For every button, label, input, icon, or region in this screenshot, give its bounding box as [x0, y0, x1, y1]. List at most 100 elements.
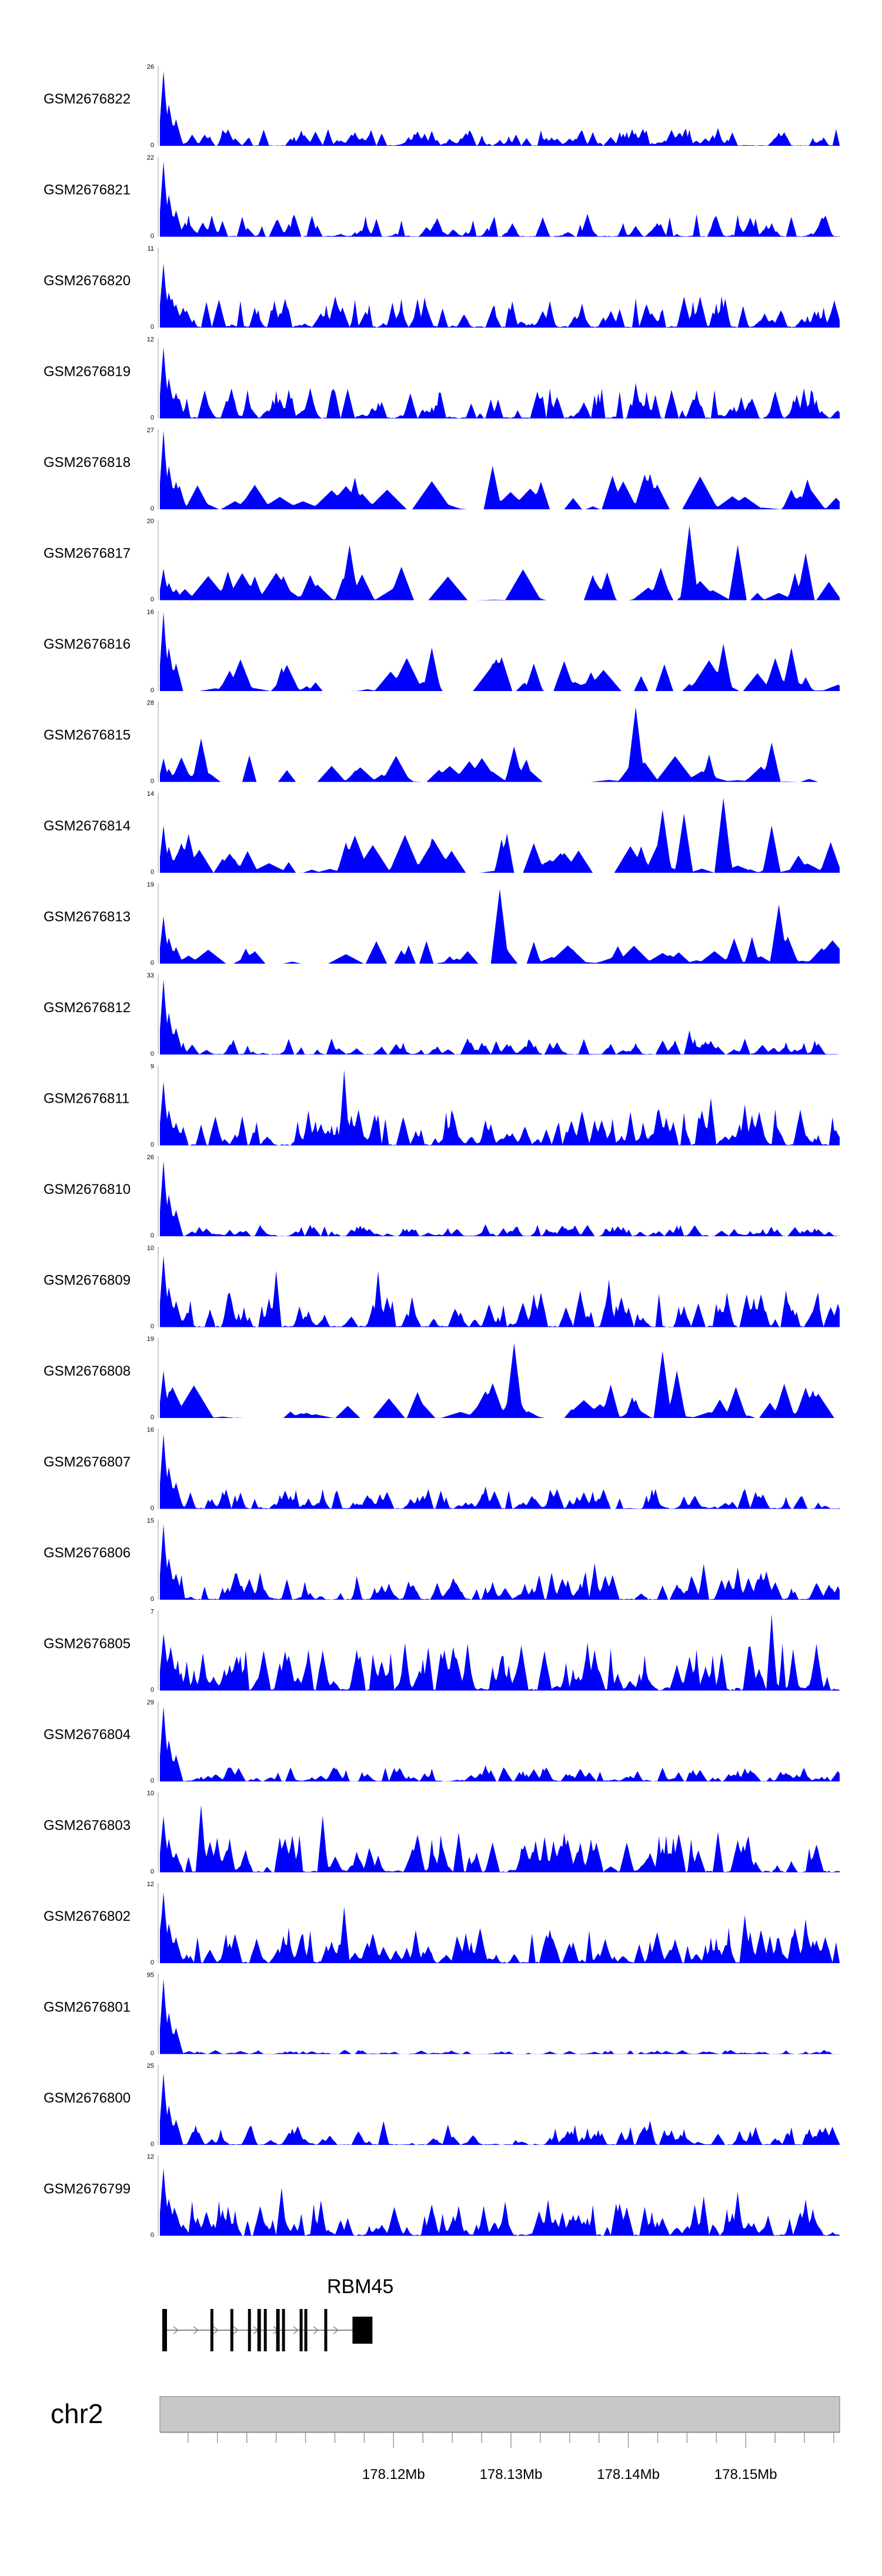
track-ymin-label: 0	[151, 1959, 154, 1966]
coverage-area	[160, 431, 840, 509]
track-ymax-label: 9	[151, 1063, 154, 1070]
track-ymax-label: 33	[147, 972, 154, 979]
track-ymin-label: 0	[151, 323, 154, 331]
track-ymin-label: 0	[151, 960, 154, 967]
chromosome-bar	[159, 2396, 840, 2432]
track-label: GSM2676815	[44, 728, 131, 743]
track-GSM2676812: GSM2676812 33 0	[44, 972, 840, 1057]
coverage-area	[160, 347, 840, 419]
track-ymin-label: 0	[151, 2232, 154, 2239]
strand-arrow	[193, 2326, 199, 2334]
track-ymax-label: 29	[147, 1699, 154, 1706]
track-ymax-label: 10	[147, 1790, 154, 1797]
track-ymin-label: 0	[151, 1868, 154, 1876]
track-ymin-label: 0	[151, 142, 154, 149]
track-ymax-label: 95	[147, 1972, 154, 1979]
track-GSM2676822: GSM2676822 26 0	[44, 64, 840, 149]
track-label: GSM2676821	[44, 182, 131, 198]
coverage-area	[160, 1343, 840, 1418]
track-ymax-label: 16	[147, 609, 154, 616]
strand-arrow	[213, 2326, 219, 2334]
gene-exon	[230, 2309, 233, 2351]
coverage-area	[160, 707, 840, 782]
track-label: GSM2676820	[44, 273, 131, 289]
track-label: GSM2676799	[44, 2181, 131, 2197]
track-ymax-label: 14	[147, 790, 154, 798]
track-GSM2676808: GSM2676808 19 0	[44, 1336, 840, 1421]
coverage-area	[160, 1524, 840, 1600]
track-GSM2676818: GSM2676818 27 0	[44, 427, 840, 512]
track-ymax-label: 16	[147, 1427, 154, 1434]
gene-exon	[263, 2309, 267, 2351]
track-ymin-label: 0	[151, 1687, 154, 1694]
track-ymin-label: 0	[151, 2050, 154, 2057]
track-label: GSM2676808	[44, 1363, 131, 1379]
coverage-area	[160, 798, 840, 873]
track-ymax-label: 25	[147, 2063, 154, 2070]
track-GSM2676807: GSM2676807 16 0	[44, 1427, 840, 1512]
axis-tick-label: 178.12Mb	[362, 2467, 425, 2482]
track-ymax-label: 12	[147, 1881, 154, 1888]
track-label: GSM2676807	[44, 1454, 131, 1470]
coverage-area	[160, 1614, 840, 1691]
gene-model: RBM45	[162, 2275, 393, 2351]
track-ymin-label: 0	[151, 869, 154, 876]
coverage-area	[160, 525, 840, 600]
track-GSM2676801: GSM2676801 95 0	[44, 1972, 840, 2057]
coverage-area	[160, 1892, 840, 1963]
coverage-area	[160, 161, 840, 237]
track-GSM2676817: GSM2676817 20 0	[44, 518, 840, 603]
track-ymax-label: 15	[147, 1517, 154, 1524]
axis-tick-label: 178.13Mb	[480, 2467, 543, 2482]
track-label: GSM2676818	[44, 455, 131, 471]
strand-arrow	[173, 2326, 179, 2334]
track-label: GSM2676811	[44, 1091, 129, 1107]
strand-arrow	[313, 2326, 319, 2334]
track-ymin-label: 0	[151, 505, 154, 512]
track-GSM2676819: GSM2676819 12 0	[44, 336, 840, 422]
coverage-tracks: GSM2676822260GSM2676821220GSM2676820110G…	[44, 64, 840, 2239]
coverage-area	[160, 979, 840, 1055]
track-ymin-label: 0	[151, 1777, 154, 1784]
track-ymax-label: 7	[151, 1609, 154, 1616]
track-ymax-label: 28	[147, 700, 154, 707]
track-GSM2676803: GSM2676803 10 0	[44, 1790, 840, 1876]
track-ymax-label: 27	[147, 427, 154, 434]
strand-arrow	[293, 2326, 299, 2334]
track-ymax-label: 20	[147, 518, 154, 525]
track-GSM2676814: GSM2676814 14 0	[44, 790, 840, 876]
gene-exon	[324, 2309, 328, 2351]
track-ymin-label: 0	[151, 1232, 154, 1239]
gene-exon	[304, 2309, 308, 2351]
track-GSM2676816: GSM2676816 16 0	[44, 609, 840, 694]
track-ymin-label: 0	[151, 1505, 154, 1512]
chromosome-label: chr2	[51, 2398, 103, 2429]
track-ymax-label: 22	[147, 155, 154, 162]
track-ymin-label: 0	[151, 778, 154, 785]
track-ymax-label: 19	[147, 1336, 154, 1343]
track-label: GSM2676804	[44, 1727, 131, 1743]
track-GSM2676810: GSM2676810 26 0	[44, 1154, 840, 1239]
gene-exon	[352, 2317, 373, 2344]
gene-exon	[276, 2309, 280, 2351]
track-ymin-label: 0	[151, 1414, 154, 1421]
gene-exon	[248, 2309, 251, 2351]
track-GSM2676804: GSM2676804 29 0	[44, 1699, 840, 1784]
track-ymin-label: 0	[151, 596, 154, 603]
gene-exon	[299, 2309, 303, 2351]
track-ymax-label: 12	[147, 336, 154, 343]
track-ymin-label: 0	[151, 1323, 154, 1330]
track-ymin-label: 0	[151, 687, 154, 694]
track-GSM2676800: GSM2676800 25 0	[44, 2063, 840, 2148]
axis-tick-label: 178.14Mb	[597, 2467, 660, 2482]
track-ymax-label: 26	[147, 1154, 154, 1161]
gene-exon	[257, 2309, 261, 2351]
gene-exon	[282, 2309, 285, 2351]
track-ymax-label: 12	[147, 2154, 154, 2161]
track-GSM2676809: GSM2676809 10 0	[44, 1245, 840, 1330]
gene-name-label: RBM45	[327, 2275, 393, 2298]
track-label: GSM2676812	[44, 1000, 131, 1016]
coverage-area	[160, 1434, 840, 1509]
coverage-area	[160, 1805, 840, 1873]
